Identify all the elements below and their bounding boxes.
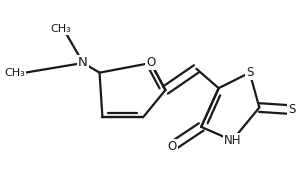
Text: O: O	[146, 57, 156, 70]
Text: N: N	[78, 57, 88, 70]
Text: O: O	[167, 140, 177, 153]
Text: CH₃: CH₃	[4, 68, 25, 78]
Text: NH: NH	[224, 134, 241, 147]
Text: CH₃: CH₃	[50, 24, 71, 34]
Text: S: S	[246, 66, 253, 79]
Text: S: S	[288, 103, 296, 116]
